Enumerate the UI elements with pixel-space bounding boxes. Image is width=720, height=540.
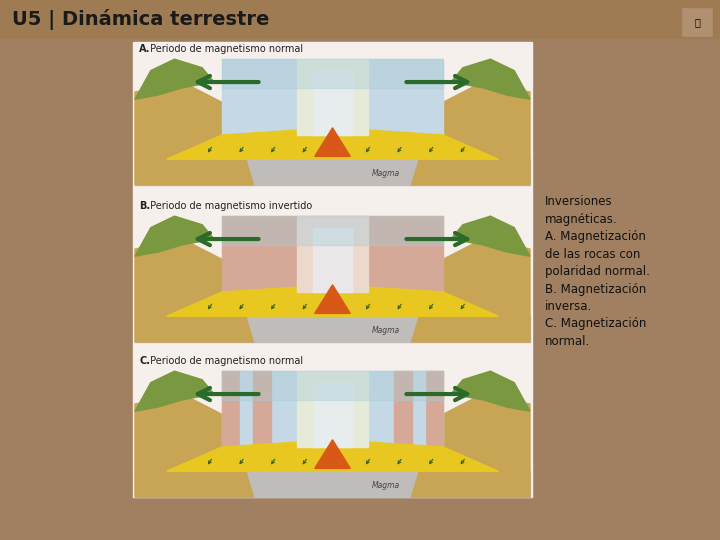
Polygon shape (135, 239, 253, 342)
Polygon shape (412, 239, 530, 342)
Bar (395, 371, 412, 447)
Bar (222, 216, 443, 292)
Bar (135, 316, 530, 342)
Bar (312, 227, 352, 292)
Bar (222, 371, 240, 447)
Text: Periodo de magnetismo normal: Periodo de magnetismo normal (147, 44, 303, 54)
Bar (297, 59, 368, 135)
Polygon shape (315, 285, 350, 313)
Bar (297, 371, 368, 447)
Bar (135, 471, 530, 497)
Polygon shape (412, 394, 530, 497)
Bar (222, 371, 443, 400)
Text: C.: C. (139, 356, 150, 366)
Bar (682, 8, 712, 36)
Bar (0, 0, 720, 38)
Bar (412, 371, 426, 447)
Polygon shape (412, 82, 530, 185)
Bar (253, 371, 271, 447)
Text: Periodo de magnetismo invertido: Periodo de magnetismo invertido (147, 201, 312, 211)
Polygon shape (135, 59, 214, 99)
Polygon shape (451, 216, 530, 256)
Bar (222, 371, 443, 447)
Bar (222, 216, 443, 245)
Polygon shape (166, 128, 498, 159)
Polygon shape (315, 128, 350, 157)
Text: Magma: Magma (372, 481, 400, 490)
Polygon shape (451, 59, 530, 99)
Bar (312, 71, 352, 135)
Polygon shape (315, 440, 350, 468)
Polygon shape (451, 371, 530, 411)
Bar (240, 371, 253, 447)
Text: Magma: Magma (372, 326, 400, 335)
Polygon shape (166, 440, 498, 471)
Bar (135, 159, 530, 185)
Text: B.: B. (139, 201, 150, 211)
Text: U5 | Dinámica terrestre: U5 | Dinámica terrestre (12, 9, 269, 30)
Bar (297, 216, 368, 292)
Bar (312, 382, 352, 447)
Text: 📷: 📷 (694, 17, 700, 27)
Text: Inversiones
magnéticas.
A. Magnetización
de las rocas con
polaridad normal.
B. M: Inversiones magnéticas. A. Magnetización… (545, 195, 650, 348)
Bar (222, 59, 443, 88)
Bar (426, 371, 443, 447)
Text: Magma: Magma (372, 169, 400, 178)
Polygon shape (135, 216, 214, 256)
Text: A.: A. (139, 44, 150, 54)
Bar (133, 42, 532, 497)
Polygon shape (135, 82, 253, 185)
Text: Periodo de magnetismo normal: Periodo de magnetismo normal (147, 356, 303, 366)
Polygon shape (135, 394, 253, 497)
Polygon shape (135, 371, 214, 411)
Polygon shape (166, 285, 498, 316)
Bar (222, 59, 443, 135)
